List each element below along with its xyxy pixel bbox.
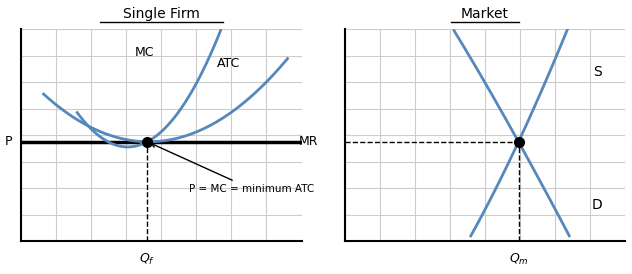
Text: $Q_m$: $Q_m$ [509, 252, 528, 267]
Text: $Q_f$: $Q_f$ [139, 252, 155, 267]
Text: MR: MR [299, 135, 319, 148]
Text: D: D [592, 198, 602, 212]
Text: Market: Market [461, 7, 509, 21]
Text: P: P [5, 135, 13, 148]
Text: MC: MC [135, 46, 154, 59]
Text: ATC: ATC [217, 57, 240, 70]
Text: P = MC = minimum ATC: P = MC = minimum ATC [151, 143, 315, 194]
Text: Single Firm: Single Firm [123, 7, 200, 21]
Text: S: S [593, 65, 602, 79]
